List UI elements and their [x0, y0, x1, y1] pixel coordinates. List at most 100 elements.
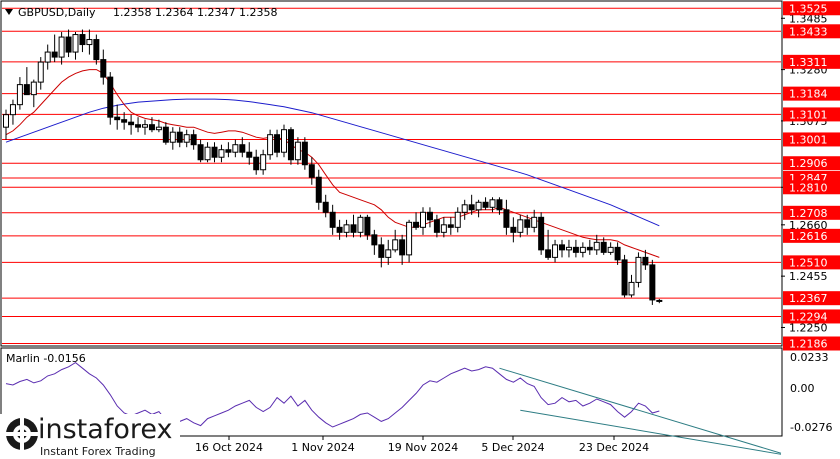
candle-body [218, 149, 225, 158]
candle [79, 29, 86, 53]
level-tag-label: 1.2294 [789, 310, 828, 323]
candle [440, 217, 447, 238]
candle-body [281, 129, 287, 153]
candle-body [621, 259, 628, 296]
candle-body [468, 204, 475, 211]
triangle-down-icon[interactable] [5, 9, 13, 15]
candle-body [30, 81, 37, 96]
level-tag [783, 86, 840, 101]
candle [162, 122, 169, 145]
candle [482, 197, 489, 210]
candle [399, 234, 406, 265]
candle-body [246, 151, 253, 158]
candlesticks [3, 29, 663, 305]
candle [496, 197, 503, 215]
candle [239, 137, 246, 158]
candle-body [287, 129, 294, 161]
candle-body [357, 216, 364, 233]
candle [148, 117, 155, 133]
level-tag [783, 336, 840, 351]
candle-body [37, 61, 44, 83]
candle [538, 212, 545, 255]
candle [204, 142, 211, 163]
candle [447, 217, 454, 235]
candle-body [79, 34, 86, 46]
candle-body [614, 246, 621, 261]
level-tag [783, 180, 840, 195]
candle-body [649, 264, 656, 301]
candle [517, 214, 524, 238]
candle-body [100, 59, 107, 78]
candle [461, 199, 468, 220]
main-panel-frame [0, 0, 783, 347]
candle-body [51, 51, 58, 58]
candle-body [253, 156, 260, 171]
time-axis: 16 Oct 2024 1 Nov 2024 19 Nov 2024 5 Dec 20… [195, 436, 649, 454]
horizontal-levels [2, 7, 781, 344]
candle [37, 57, 44, 90]
candle [392, 229, 399, 253]
indicator-panel-frame [0, 347, 783, 437]
level-tag-label: 1.3101 [789, 108, 828, 121]
candle [531, 209, 538, 233]
level-tag-label: 1.2186 [789, 337, 828, 350]
level-tags: 1.3525 1.3433 1.3311 1.3184 1.3101 1.3001 1.29… [783, 1, 840, 351]
level-tag-label: 1.2510 [789, 256, 828, 269]
candle-body [121, 119, 128, 123]
candle [433, 214, 440, 238]
candle [9, 99, 16, 125]
candle [635, 252, 642, 288]
candle [336, 219, 343, 240]
candle-body [148, 124, 155, 131]
candle-body [176, 131, 183, 143]
candle [44, 44, 51, 70]
candle-body [86, 39, 93, 46]
candle-body [371, 234, 378, 246]
candle-body [642, 256, 649, 266]
candle [155, 119, 162, 133]
candle [357, 214, 364, 238]
candle-body [399, 239, 406, 256]
candle [545, 229, 552, 260]
candle [454, 207, 461, 233]
candle-body [183, 134, 190, 143]
candle-body [426, 211, 433, 221]
candle-body [538, 216, 545, 251]
level-tag [783, 132, 840, 147]
candle [176, 127, 183, 148]
level-tag [783, 228, 840, 243]
candle [413, 212, 420, 230]
candle-body [524, 219, 531, 228]
level-tag-label: 1.2906 [789, 157, 828, 170]
candle-body [406, 221, 413, 256]
fast-ma-line [5, 69, 660, 258]
candle-body [3, 114, 9, 128]
candle-body [496, 199, 503, 211]
candle-body [420, 211, 426, 228]
candle [135, 117, 142, 133]
candle [246, 142, 253, 165]
candle-body [232, 144, 239, 153]
candle-body [607, 246, 614, 253]
candle [142, 119, 148, 135]
candle [72, 32, 79, 60]
candle [114, 104, 121, 130]
candle-body [447, 224, 454, 228]
candle-body [565, 246, 572, 251]
candle-body [336, 226, 343, 233]
candle-body [510, 226, 517, 233]
candle-body [225, 149, 232, 153]
candle [503, 199, 510, 235]
candle [128, 114, 135, 135]
level-tag [783, 205, 840, 220]
candle-body [559, 244, 565, 251]
candle-body [545, 249, 552, 258]
candle [100, 49, 107, 85]
candle [183, 129, 190, 148]
price-tick-label: 1.2455 [789, 270, 828, 283]
candle [642, 249, 649, 270]
indicator-axis-mid: 0.00 [790, 382, 815, 395]
candle-body [197, 144, 204, 161]
candle [93, 34, 100, 65]
level-tag [783, 291, 840, 306]
